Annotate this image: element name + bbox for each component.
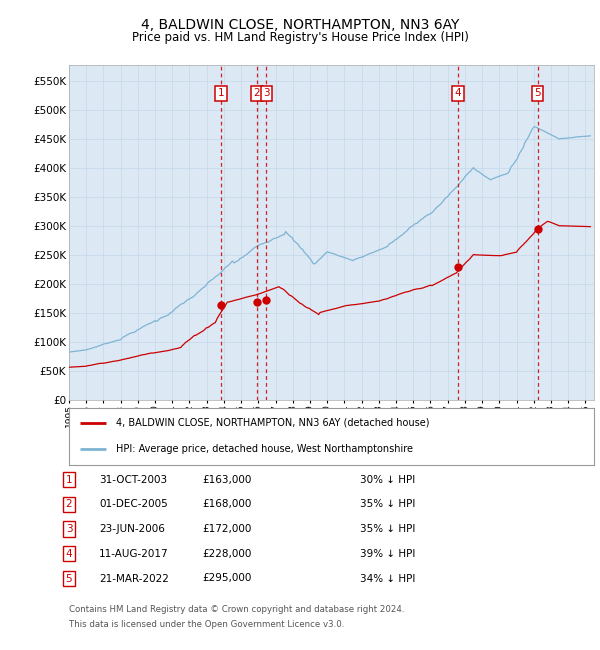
Text: £168,000: £168,000 — [203, 499, 252, 510]
Text: 3: 3 — [65, 524, 73, 534]
Text: 01-DEC-2005: 01-DEC-2005 — [99, 499, 168, 510]
Text: 4: 4 — [455, 88, 461, 98]
Text: £295,000: £295,000 — [203, 573, 252, 584]
Text: £172,000: £172,000 — [203, 524, 252, 534]
Text: £228,000: £228,000 — [203, 549, 252, 559]
Text: 2: 2 — [254, 88, 260, 98]
Text: 3: 3 — [263, 88, 270, 98]
Text: 35% ↓ HPI: 35% ↓ HPI — [360, 524, 415, 534]
Text: 5: 5 — [534, 88, 541, 98]
Text: 1: 1 — [218, 88, 224, 98]
Text: HPI: Average price, detached house, West Northamptonshire: HPI: Average price, detached house, West… — [116, 445, 413, 454]
Text: 5: 5 — [65, 573, 73, 584]
Text: 11-AUG-2017: 11-AUG-2017 — [99, 549, 169, 559]
Text: 21-MAR-2022: 21-MAR-2022 — [99, 573, 169, 584]
Text: This data is licensed under the Open Government Licence v3.0.: This data is licensed under the Open Gov… — [69, 620, 344, 629]
Text: 35% ↓ HPI: 35% ↓ HPI — [360, 499, 415, 510]
Text: 4: 4 — [65, 549, 73, 559]
Text: Contains HM Land Registry data © Crown copyright and database right 2024.: Contains HM Land Registry data © Crown c… — [69, 605, 404, 614]
Text: 1: 1 — [65, 474, 73, 485]
Text: 23-JUN-2006: 23-JUN-2006 — [99, 524, 165, 534]
Text: 34% ↓ HPI: 34% ↓ HPI — [360, 573, 415, 584]
Text: 2: 2 — [65, 499, 73, 510]
Text: £163,000: £163,000 — [203, 474, 252, 485]
Text: 4, BALDWIN CLOSE, NORTHAMPTON, NN3 6AY: 4, BALDWIN CLOSE, NORTHAMPTON, NN3 6AY — [141, 18, 459, 32]
Text: 4, BALDWIN CLOSE, NORTHAMPTON, NN3 6AY (detached house): 4, BALDWIN CLOSE, NORTHAMPTON, NN3 6AY (… — [116, 418, 430, 428]
Text: 39% ↓ HPI: 39% ↓ HPI — [360, 549, 415, 559]
Text: 31-OCT-2003: 31-OCT-2003 — [99, 474, 167, 485]
Text: Price paid vs. HM Land Registry's House Price Index (HPI): Price paid vs. HM Land Registry's House … — [131, 31, 469, 44]
Text: 30% ↓ HPI: 30% ↓ HPI — [360, 474, 415, 485]
